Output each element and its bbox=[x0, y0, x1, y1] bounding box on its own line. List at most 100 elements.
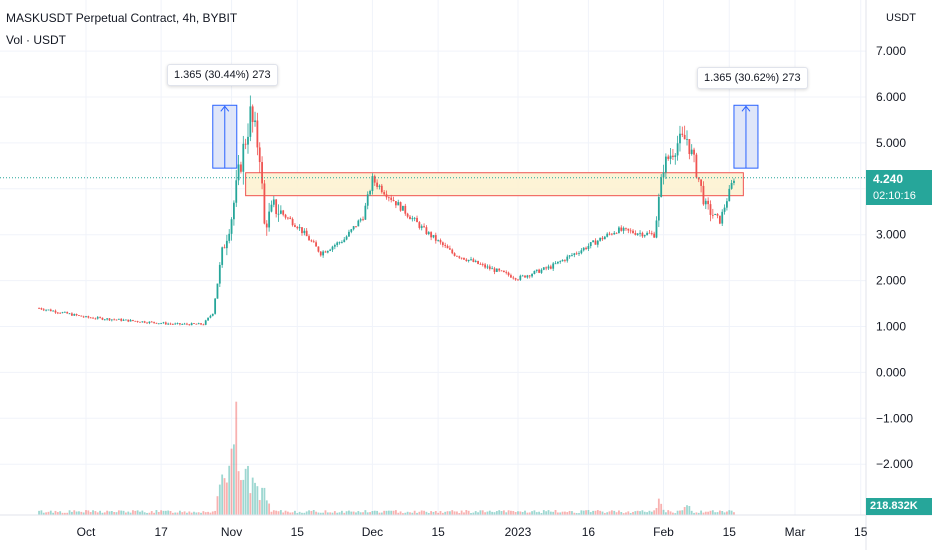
candle-body bbox=[495, 268, 498, 272]
candle-body bbox=[444, 245, 447, 246]
candle-body bbox=[500, 270, 503, 272]
candle-body bbox=[350, 229, 353, 232]
volume-bar bbox=[101, 512, 104, 515]
bar-countdown: 02:10:16 bbox=[866, 188, 932, 205]
volume-bar bbox=[564, 511, 566, 515]
volume-bar bbox=[676, 510, 679, 515]
volume-bar bbox=[110, 511, 113, 515]
candle-body bbox=[460, 257, 463, 259]
volume-bar bbox=[230, 448, 233, 515]
volume-bar bbox=[441, 512, 444, 515]
candle-body bbox=[723, 207, 726, 212]
volume-bar bbox=[491, 511, 494, 515]
volume-bar bbox=[254, 482, 256, 515]
candle-body bbox=[183, 323, 186, 325]
volume-bar bbox=[284, 510, 287, 515]
candle-body bbox=[636, 233, 639, 235]
candle-body bbox=[251, 106, 254, 122]
candle-body bbox=[223, 247, 226, 249]
volume-bar bbox=[723, 512, 726, 515]
volume-bar bbox=[456, 511, 458, 515]
candle-body bbox=[587, 246, 590, 249]
volume-bar bbox=[117, 510, 120, 515]
candle-body bbox=[340, 242, 343, 243]
volume-bar bbox=[580, 510, 583, 515]
symbol-title[interactable]: MASKUSDT Perpetual Contract, 4h, BYBIT bbox=[6, 11, 238, 25]
volume-bar bbox=[688, 506, 691, 515]
candle-body bbox=[653, 233, 656, 238]
measure-arrow-head bbox=[220, 105, 230, 112]
candle-body bbox=[148, 321, 151, 324]
candle-body bbox=[63, 311, 66, 313]
volume-bar bbox=[188, 511, 191, 515]
candle-body bbox=[632, 230, 634, 234]
candle-body bbox=[364, 205, 367, 220]
volume-bar bbox=[618, 510, 620, 515]
volume-bar bbox=[329, 512, 332, 515]
volume-bar bbox=[411, 512, 414, 515]
candle-body bbox=[507, 272, 510, 276]
volume-bar bbox=[416, 512, 418, 515]
candle-body bbox=[103, 319, 106, 321]
candle-body bbox=[385, 194, 388, 198]
candle-body bbox=[345, 236, 348, 240]
candle-body bbox=[338, 242, 341, 244]
volume-bar bbox=[214, 510, 217, 515]
volume-bar bbox=[71, 511, 73, 515]
candle-body bbox=[596, 240, 599, 245]
volume-bar bbox=[265, 500, 268, 515]
candle-body bbox=[423, 226, 425, 228]
candle-body bbox=[662, 172, 665, 178]
volume-bar bbox=[345, 511, 348, 515]
volume-bar bbox=[672, 512, 674, 515]
volume-bar bbox=[664, 512, 667, 515]
candle-body bbox=[726, 201, 728, 208]
volume-bar bbox=[197, 512, 200, 515]
candle-body bbox=[282, 210, 285, 215]
candle-body bbox=[683, 134, 686, 140]
volume-bar bbox=[52, 512, 55, 515]
candle-body bbox=[322, 251, 325, 256]
candle-body bbox=[458, 256, 461, 258]
candle-body bbox=[676, 143, 679, 156]
volume-bar bbox=[54, 510, 57, 515]
volume-bar bbox=[629, 512, 632, 515]
candle-body bbox=[700, 179, 702, 186]
candle-body bbox=[702, 185, 705, 205]
time-tick-label: 17 bbox=[154, 525, 168, 539]
volume-bar bbox=[632, 511, 634, 515]
candle-body bbox=[291, 218, 294, 226]
volume-bar bbox=[113, 512, 116, 515]
volume-bar bbox=[521, 512, 524, 515]
candle-body bbox=[441, 242, 444, 246]
volume-bar bbox=[129, 512, 132, 515]
volume-bar bbox=[399, 511, 402, 515]
volume-bar bbox=[730, 510, 733, 515]
volume-bar bbox=[181, 512, 184, 515]
candle-body bbox=[456, 255, 458, 257]
price-tick-label: 7.000 bbox=[876, 44, 906, 58]
volume-bar bbox=[733, 512, 735, 515]
candle-body bbox=[179, 323, 181, 325]
volume-bar bbox=[308, 510, 310, 515]
volume-bar bbox=[355, 512, 357, 515]
candle-body bbox=[491, 268, 494, 270]
volume-bar bbox=[169, 511, 172, 515]
volume-bar bbox=[394, 510, 397, 515]
candle-body bbox=[552, 263, 555, 269]
volume-bar bbox=[162, 510, 165, 515]
volume-bar bbox=[73, 510, 76, 515]
candle-body bbox=[155, 322, 158, 324]
candle-body bbox=[533, 270, 536, 275]
candle-body bbox=[549, 266, 552, 269]
price-tick-label: 3.000 bbox=[876, 228, 906, 242]
volume-bar bbox=[721, 511, 724, 515]
candle-body bbox=[545, 267, 548, 269]
volume-bar bbox=[420, 510, 423, 515]
volume-bar bbox=[200, 512, 202, 515]
volume-indicator-label[interactable]: Vol · USDT bbox=[6, 33, 67, 47]
candle-body bbox=[371, 176, 374, 191]
candle-body bbox=[204, 320, 207, 325]
